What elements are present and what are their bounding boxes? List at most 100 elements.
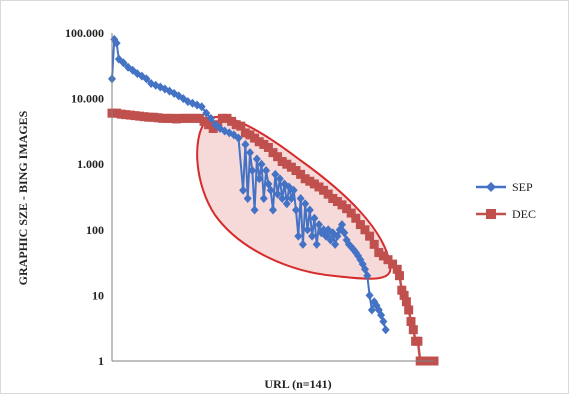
data-point-dec — [277, 156, 287, 166]
legend-marker — [486, 182, 496, 192]
data-point-dec — [351, 213, 361, 223]
data-point-dec — [378, 251, 388, 261]
data-point-dec — [153, 113, 163, 123]
data-point-dec — [319, 185, 329, 195]
data-point-dec — [125, 110, 135, 120]
data-point-dec — [263, 142, 273, 152]
data-point-dec — [199, 116, 209, 126]
data-point-sep — [269, 205, 277, 215]
series-sep — [108, 34, 390, 335]
data-point-dec — [346, 208, 356, 218]
data-point-dec — [406, 317, 416, 327]
legend-item-sep: SEP — [476, 180, 533, 194]
data-point-sep — [206, 113, 215, 123]
data-point-dec — [204, 120, 214, 130]
data-point-sep — [292, 205, 300, 215]
data-point-dec — [245, 130, 255, 140]
y-tick-label: 1.000 — [77, 157, 104, 171]
data-point-dec — [194, 113, 204, 123]
data-point-dec — [404, 305, 414, 315]
y-tick-labels: 1 10 100 1.000 10.000 100.000 — [65, 26, 104, 368]
axis-layer — [111, 33, 434, 362]
y-tick-label: 10.000 — [71, 92, 104, 106]
data-point-dec — [144, 112, 154, 122]
data-point-sep — [315, 220, 323, 230]
data-point-dec — [309, 179, 319, 189]
series-dec — [107, 108, 439, 366]
data-point-dec — [250, 133, 260, 143]
data-point-dec — [116, 109, 126, 119]
data-point-dec — [305, 176, 315, 186]
data-point-sep — [340, 228, 349, 238]
data-point-dec — [286, 162, 296, 172]
data-point-dec — [130, 111, 140, 121]
data-point-sep — [381, 325, 390, 335]
data-point-dec — [240, 128, 250, 138]
legend-marker — [486, 209, 496, 219]
data-point-dec — [268, 148, 278, 158]
data-point-sep — [271, 169, 280, 179]
data-point-dec — [231, 120, 241, 130]
data-point-sep — [310, 213, 319, 223]
data-point-sep — [197, 102, 206, 112]
data-point-sep — [367, 305, 376, 315]
data-point-dec — [365, 231, 375, 241]
data-point-dec — [342, 204, 352, 214]
data-point-dec — [399, 290, 409, 300]
data-point-sep — [294, 231, 303, 241]
data-point-dec — [282, 159, 292, 169]
data-point-sep — [301, 199, 310, 209]
legend: SEP DEC — [476, 180, 536, 221]
data-point-dec — [185, 113, 195, 123]
data-point-dec — [397, 285, 407, 295]
data-point-dec — [300, 174, 310, 184]
data-point-sep — [273, 189, 282, 199]
data-point-dec — [355, 220, 365, 230]
data-point-sep — [239, 185, 248, 195]
y-tick-label: 1 — [98, 354, 104, 368]
data-point-sep — [234, 133, 243, 143]
data-point-dec — [369, 239, 379, 249]
data-point-sep — [252, 154, 261, 164]
data-point-dec — [222, 113, 232, 123]
data-point-dec — [337, 200, 347, 210]
data-point-dec — [190, 113, 200, 123]
data-point-sep — [262, 166, 271, 176]
data-point-sep — [377, 310, 386, 320]
data-point-dec — [323, 189, 333, 199]
data-point-dec — [135, 111, 145, 121]
data-point-dec — [171, 114, 181, 124]
data-point-sep — [308, 231, 317, 241]
data-point-sep — [248, 166, 257, 176]
data-point-sep — [266, 185, 275, 195]
data-point-sep — [326, 235, 335, 245]
data-point-dec — [162, 113, 172, 123]
data-point-sep — [112, 38, 121, 48]
data-point-sep — [282, 199, 291, 209]
y-axis-title: GRAPHIC SZE - BING IMAGES — [16, 110, 30, 285]
data-point-dec — [296, 169, 306, 179]
data-point-sep — [305, 205, 314, 215]
data-point-dec — [181, 113, 191, 123]
data-point-sep — [287, 194, 296, 204]
data-point-sep — [243, 194, 252, 204]
data-point-dec — [158, 113, 168, 123]
data-point-sep — [246, 148, 254, 158]
data-point-sep — [296, 194, 305, 204]
data-point-dec — [167, 113, 177, 123]
data-point-sep — [257, 159, 266, 169]
y-tick-label: 10 — [92, 288, 104, 302]
data-point-sep — [202, 108, 211, 118]
legend-label: DEC — [512, 207, 536, 221]
data-point-dec — [148, 112, 158, 122]
data-point-dec — [383, 255, 393, 265]
data-point-dec — [208, 124, 218, 134]
data-point-sep — [331, 239, 340, 249]
data-point-dec — [360, 225, 370, 235]
y-tick-label: 100 — [86, 223, 104, 237]
data-point-sep — [275, 174, 284, 184]
data-point-dec — [176, 113, 186, 123]
data-point-dec — [374, 248, 384, 258]
data-point-dec — [332, 197, 342, 207]
